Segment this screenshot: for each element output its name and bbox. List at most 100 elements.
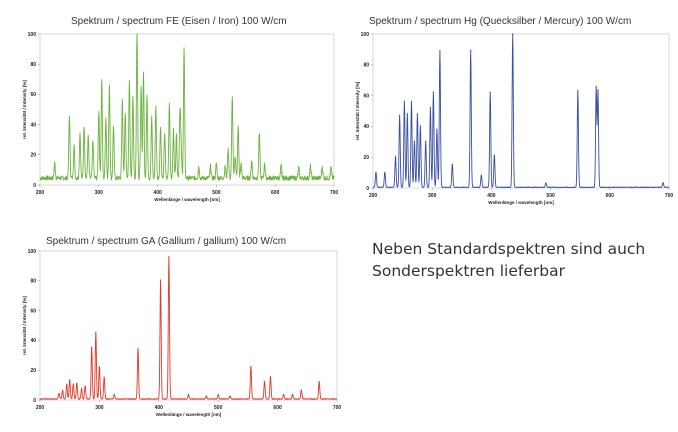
note-text: Neben Standardspektren sind auch Sonders… (372, 238, 678, 282)
chart-ga-peak-point (103, 377, 105, 379)
chart-ga-peak-point (61, 390, 64, 392)
chart-hg-xtick-label-500: 500 (546, 193, 555, 199)
chart-fe-peak-point (280, 172, 282, 174)
chart-ga-peak-point (269, 377, 272, 379)
chart-fe-peak-point (175, 139, 178, 141)
chart-hg-ytick-label-100: 100 (361, 32, 370, 38)
chart-hg-peak-point (493, 155, 495, 157)
chart-fe-ytick-label-40: 40 (30, 122, 36, 128)
chart-hg-peak-point (595, 87, 597, 89)
chart-fe-peak-point (298, 173, 300, 176)
chart-hg-ytick-label-60: 60 (363, 93, 369, 99)
chart-fe-frame (39, 33, 335, 186)
chart-hg-xtick-label-600: 600 (606, 193, 615, 199)
chart-hg-ytick-label-20: 20 (363, 155, 369, 161)
chart-fe-peak-point (108, 90, 110, 92)
chart-hg-peak-point (545, 182, 547, 184)
chart-ga-peak-point (137, 348, 139, 350)
chart-fe-xlabel: Wellenlänge / wavelength [nm] (154, 197, 220, 202)
chart-fe-peak-point (264, 169, 266, 171)
chart-hg-xtick-label-700: 700 (665, 193, 674, 199)
chart-ga-frame (39, 250, 338, 401)
chart-fe-ytick-label-20: 20 (30, 153, 36, 159)
chart-ga-peak-point (66, 384, 68, 386)
chart-hg-xtick-label-400: 400 (487, 193, 496, 199)
chart-hg-peak-point (577, 90, 579, 92)
chart-fe-peak-point (215, 169, 217, 171)
chart-hg-xtick-label-300: 300 (428, 193, 437, 199)
chart-ga-peak-point (187, 394, 190, 397)
chart-fe-ylabel: rel. Intensität / Intensity [%] (22, 80, 27, 139)
chart-fe-peak-point (83, 131, 85, 133)
chart-fe-peak-point (73, 151, 75, 153)
chart-hg-peak-point (512, 33, 514, 35)
chart-fe-peak-point (105, 124, 107, 126)
chart-hg-peak-point (399, 115, 401, 117)
chart-fe-peak-point (258, 139, 260, 141)
chart-ga-xtick-label-600: 600 (273, 405, 282, 411)
chart-hg-frame (372, 33, 670, 189)
chart-fe-xtick-label-500: 500 (212, 190, 221, 196)
chart-fe-ytick-label-100: 100 (28, 32, 37, 38)
chart-fe-peak-point (179, 116, 181, 118)
chart-ga-xtick-label-400: 400 (155, 405, 164, 411)
note-line-1: Neben Standardspektren sind auch (372, 240, 646, 258)
chart-ga-peak-point (58, 393, 60, 395)
chart-hg-ytick-label-40: 40 (363, 124, 369, 130)
chart-hg-peak-point (403, 101, 405, 103)
chart-fe-peak-point (124, 117, 126, 120)
chart-hg-peak-point (451, 164, 453, 166)
chart-fe-xtick-label-400: 400 (153, 190, 162, 196)
chart-ga-peak-point (84, 385, 86, 388)
chart-hg-xtick-label-200: 200 (369, 193, 378, 199)
chart-fe-peak-point (79, 139, 81, 141)
chart-fe-peak-point (112, 131, 115, 133)
chart-fe-xtick-label-700: 700 (330, 190, 339, 196)
chart-fe-peak-point (224, 172, 226, 174)
chart-ga-peak-point (80, 388, 83, 391)
chart-hg-peak-point (384, 172, 386, 174)
chart-ga-xlabel: Wellenlänge / wavelength [nm] (156, 412, 222, 417)
chart-fe-peak-point (209, 172, 212, 174)
chart-hg-peak-point (375, 172, 377, 174)
chart-hg-ytick-label-0: 0 (366, 186, 369, 192)
chart-fe-ytick-label-80: 80 (30, 62, 36, 68)
chart-fe-xtick-label-600: 600 (271, 190, 280, 196)
chart-fe-peak-point (172, 136, 175, 138)
chart-fe-peak-point (231, 101, 233, 103)
chart-ga-peak-point (229, 396, 231, 398)
chart-hg-peak-point (416, 113, 418, 115)
chart-ga-peak-point (72, 384, 74, 386)
chart-hg-peak-point (425, 141, 427, 143)
chart-hg-peak-point (439, 50, 441, 52)
chart-ga-peak-point (168, 256, 170, 258)
chart-hg-peak-point (413, 141, 416, 143)
chart-fe-peak-point (168, 108, 170, 111)
chart-fe-peak-point (159, 131, 162, 133)
chart-ga-xtick-label-300: 300 (95, 405, 104, 411)
chart-fe-peak-point (227, 154, 229, 156)
chart-fe-peak-point (164, 139, 166, 141)
chart-fe-peak-point (240, 169, 242, 171)
chart-hg-ylabel: rel. Intensität / Intensity [%] (355, 81, 360, 140)
chart-ga-peak-point (263, 381, 266, 383)
chart-ga-ylabel: rel. Intensität / Intensity [%] (22, 296, 27, 355)
chart-ga-ytick-label-0: 0 (33, 398, 36, 404)
chart-fe-peak-point (140, 90, 142, 92)
chart-ga-peak-point (91, 347, 93, 349)
chart-fe-peak-point (198, 172, 200, 174)
chart-fe-peak-point (121, 105, 123, 108)
chart-ga-peak-point (217, 394, 219, 397)
chart-fe-peak-point (92, 146, 94, 148)
chart-fe-title: Spektrum / spectrum FE (Eisen / Iron) 10… (71, 16, 287, 27)
chart-ga-peak-point (159, 280, 162, 282)
chart-hg-spectrum-line (372, 33, 670, 189)
chart-ga-peak-point (318, 381, 320, 383)
chart-fe-peak-point (321, 172, 323, 174)
chart-hg-title: Spektrum / spectrum Hg (Quecksilber / Me… (369, 16, 632, 27)
chart-ga-xtick-label-700: 700 (333, 405, 342, 411)
chart-fe-peak-point (128, 84, 130, 86)
chart-fe-peak-point (98, 116, 100, 118)
chart-ga-peak-point (98, 366, 100, 368)
